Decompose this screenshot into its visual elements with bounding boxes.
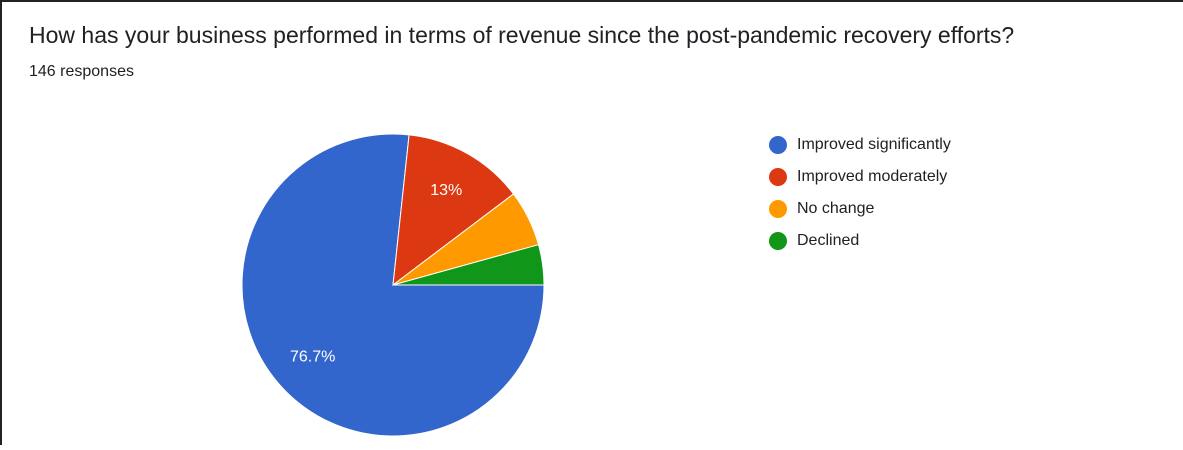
legend-label: Improved significantly: [797, 136, 951, 153]
data-label: 76.7%: [290, 348, 335, 365]
chart-title: How has your business performed in terms…: [29, 22, 1014, 48]
legend-swatch: [769, 232, 787, 250]
pie-slice: [392, 134, 515, 287]
legend-swatch: [769, 168, 787, 186]
legend-label: Declined: [797, 232, 859, 249]
legend-label: Improved moderately: [797, 168, 947, 185]
legend-swatch: [769, 200, 787, 218]
pie-slice: [392, 244, 545, 286]
chart-subtitle: 146 responses: [29, 63, 134, 80]
legend-swatch: [769, 136, 787, 154]
legend-label: No change: [797, 200, 874, 217]
data-label: 13%: [430, 182, 462, 199]
